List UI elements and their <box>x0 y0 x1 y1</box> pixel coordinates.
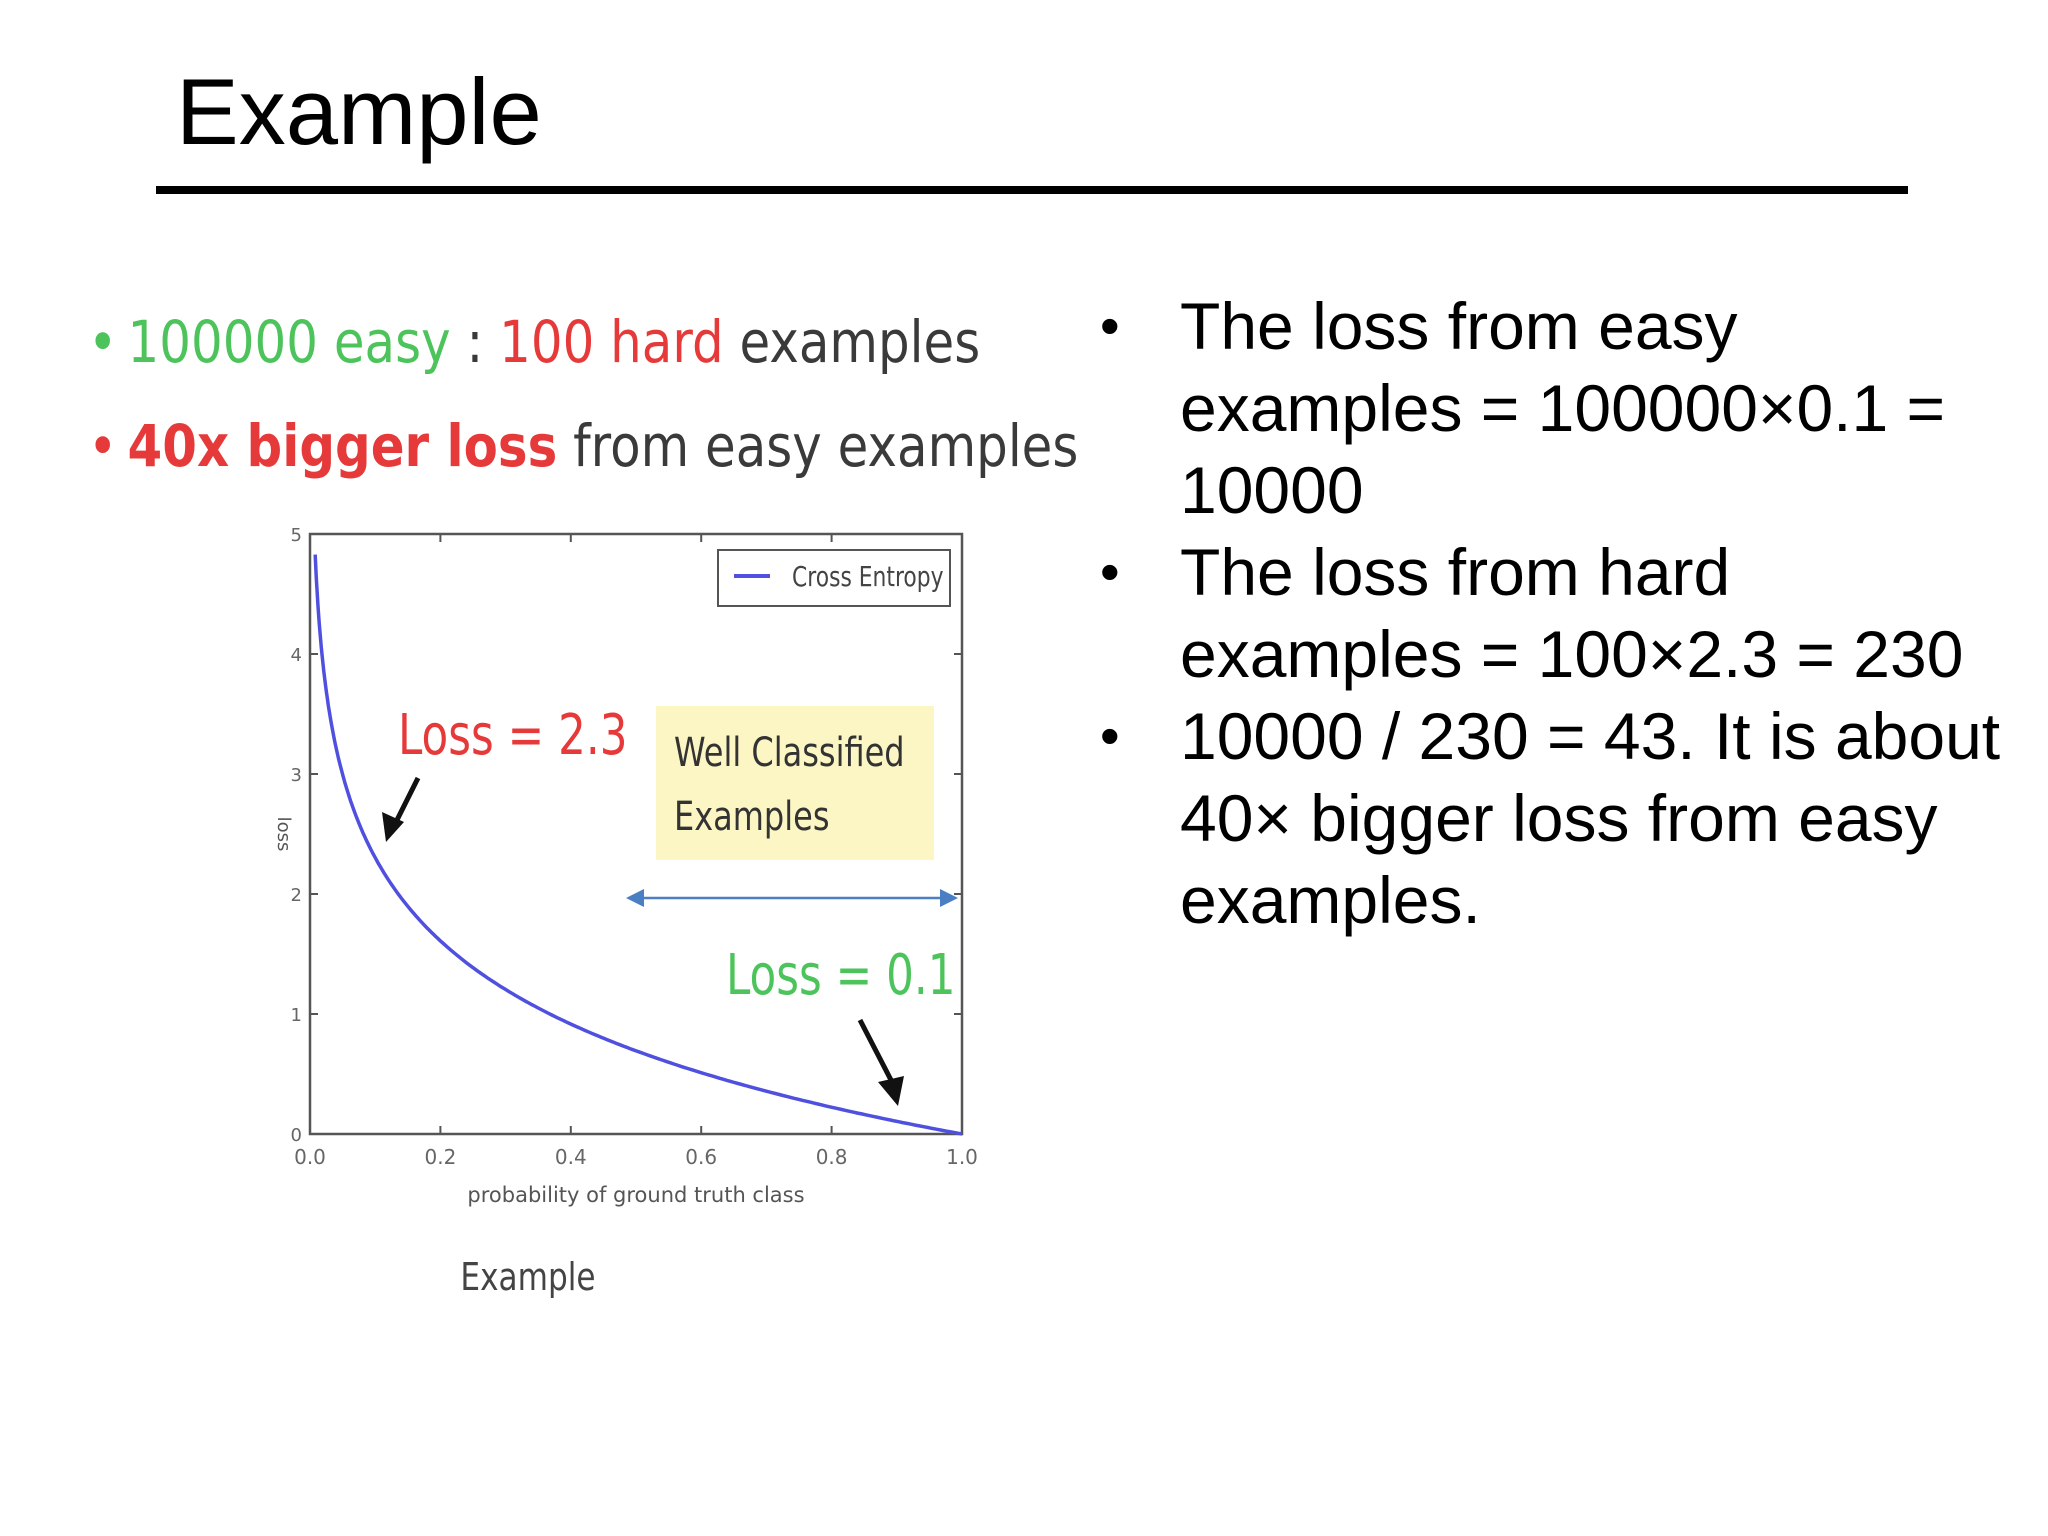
x-tick-label: 0.4 <box>555 1145 587 1169</box>
easy-count: 100000 easy <box>127 308 451 376</box>
x-tick-label: 0.0 <box>294 1145 326 1169</box>
annotation-loss-hard: Loss = 2.3 <box>398 702 628 768</box>
slide-title: Example <box>176 59 542 164</box>
x-tick-label: 0.8 <box>816 1145 848 1169</box>
right-bullet-text: The loss from easy examples = 100000×0.1… <box>1180 289 1946 527</box>
range-arrow-left-head <box>626 889 644 907</box>
annotation-arrow-easy <box>857 1018 895 1084</box>
x-axis-label: probability of ground truth class <box>467 1183 804 1207</box>
right-bullet-2: • The loss from hard examples = 100×2.3 =… <box>1100 531 2020 695</box>
annotation-loss-easy: Loss = 0.1 <box>726 942 956 1008</box>
left-bullet-list: • 100000 easy : 100 hard examples • 40x … <box>88 300 1078 508</box>
annotation-arrowhead-hard <box>382 812 404 842</box>
y-tick-label: 3 <box>291 765 302 786</box>
well-classified-line-1: Well Classified <box>674 728 905 775</box>
from-easy-text: from easy examples <box>557 412 1079 480</box>
examples-word: examples <box>723 308 981 376</box>
y-axis-label: loss <box>273 817 294 852</box>
bullet-dot: • <box>1100 704 1120 767</box>
right-bullet-list: • The loss from easy examples = 100000×0.… <box>1100 285 2020 941</box>
legend-label: Cross Entropy <box>792 560 944 592</box>
chart-caption: Example <box>460 1256 595 1300</box>
hard-count: 100 hard <box>499 308 724 376</box>
cross-entropy-line <box>313 554 963 1136</box>
y-tick-label: 4 <box>291 645 302 666</box>
annotation-arrowhead-easy <box>878 1076 904 1106</box>
title-divider <box>156 186 1908 194</box>
right-bullet-1: • The loss from easy examples = 100000×0.… <box>1100 285 2020 531</box>
x-tick-label: 1.0 <box>946 1145 978 1169</box>
y-tick-label: 0 <box>291 1125 302 1146</box>
annotation-arrow-hard <box>391 776 421 828</box>
right-bullet-3: • 10000 / 230 = 43. It is about 40× bigge… <box>1100 695 2020 941</box>
well-classified-line-2: Examples <box>674 792 830 839</box>
right-bullet-text: The loss from hard examples = 100×2.3 = … <box>1180 535 1964 691</box>
cross-entropy-chart: Well Classified Examples 0.0 0.2 0.4 0.6 0.8 1.… <box>273 525 978 1300</box>
y-tick-label: 2 <box>291 885 302 906</box>
ratio-separator: : <box>450 308 500 376</box>
range-arrow-right-head <box>940 889 958 907</box>
well-classified-box <box>656 706 934 860</box>
left-bullet-2: • 40x bigger loss from easy examples <box>88 404 1078 508</box>
x-tick-label: 0.6 <box>685 1145 717 1169</box>
y-tick-label: 5 <box>291 525 302 546</box>
y-tick-label: 1 <box>291 1005 302 1026</box>
bullet-dot: • <box>88 308 118 376</box>
bullet-dot: • <box>1100 540 1120 603</box>
right-bullet-text: 10000 / 230 = 43. It is about 40× bigger… <box>1180 699 2001 937</box>
x-tick-label: 0.2 <box>424 1145 456 1169</box>
bullet-dot: • <box>88 412 118 480</box>
bullet-dot: • <box>1100 294 1120 357</box>
left-bullet-1: • 100000 easy : 100 hard examples <box>88 300 980 404</box>
bigger-loss-text: 40x bigger loss <box>127 412 558 480</box>
